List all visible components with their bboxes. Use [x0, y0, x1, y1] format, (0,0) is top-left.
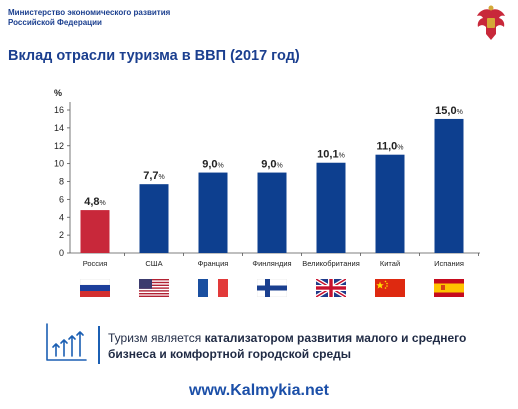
bar-3 [257, 172, 287, 253]
finland-flag-icon [257, 279, 287, 297]
france-flag-icon [198, 279, 228, 297]
value-label-2: 9,0% [202, 159, 224, 171]
y-tick-label: 4 [59, 212, 64, 222]
y-tick-label: 12 [54, 141, 64, 151]
category-label-0: Россия [83, 259, 108, 268]
value-label-1: 7,7% [143, 170, 165, 182]
russia-flag-icon [80, 279, 110, 297]
chart: % 0 2 4 6 8 10 12 14 16 4,8% Россия 7,7% США 9,0% Франц… [54, 88, 480, 268]
value-label-5: 11,0% [376, 141, 403, 153]
bar-1 [139, 184, 169, 253]
y-tick-label: 14 [54, 123, 64, 133]
value-label-0: 4,8% [84, 196, 106, 208]
category-label-2: Франция [198, 259, 229, 268]
growth-arrows-icon [46, 323, 87, 361]
y-tick-label: 0 [59, 248, 64, 258]
uk-flag-icon [316, 279, 346, 297]
y-tick-label: 6 [59, 194, 64, 204]
y-tick-label: 16 [54, 105, 64, 115]
double-headed-eagle-icon [477, 5, 505, 40]
y-tick-label: 8 [59, 177, 64, 187]
bar-5 [375, 154, 405, 253]
y-tick-label: 10 [54, 159, 64, 169]
usa-flag-icon [139, 279, 169, 297]
footer-text-prefix: Туризм является [108, 331, 205, 345]
bar-4 [316, 162, 346, 253]
y-axis-label: % [54, 88, 62, 98]
spain-flag-icon [434, 279, 464, 297]
y-tick-label: 2 [59, 230, 64, 240]
category-label-4: Великобритания [302, 259, 360, 268]
china-flag-icon [375, 279, 405, 297]
footer-statement: Туризм является катализатором развития м… [108, 330, 508, 362]
category-label-5: Китай [380, 259, 400, 268]
category-label-1: США [145, 259, 162, 268]
category-label-3: Финляндия [252, 259, 291, 268]
value-label-3: 9,0% [261, 159, 283, 171]
bar-2 [198, 172, 228, 253]
slide-title: Вклад отрасли туризма в ВВП (2017 год) [8, 48, 300, 64]
value-label-4: 10,1% [317, 149, 345, 161]
footer-text-bold: катализатором развития малого и среднего… [108, 331, 467, 361]
category-label-6: Испания [434, 259, 464, 268]
bar-6 [434, 118, 464, 253]
ministry-line-2: Российской Федерации [8, 18, 102, 27]
bar-0 [80, 210, 110, 253]
value-label-6: 15,0% [435, 105, 463, 117]
ministry-line-1: Министерство экономического развития [8, 8, 171, 17]
watermark: www.Kalmykia.net [189, 382, 329, 399]
footer-divider [98, 326, 100, 364]
ministry-header: Министерство экономического развития Рос… [8, 8, 170, 28]
